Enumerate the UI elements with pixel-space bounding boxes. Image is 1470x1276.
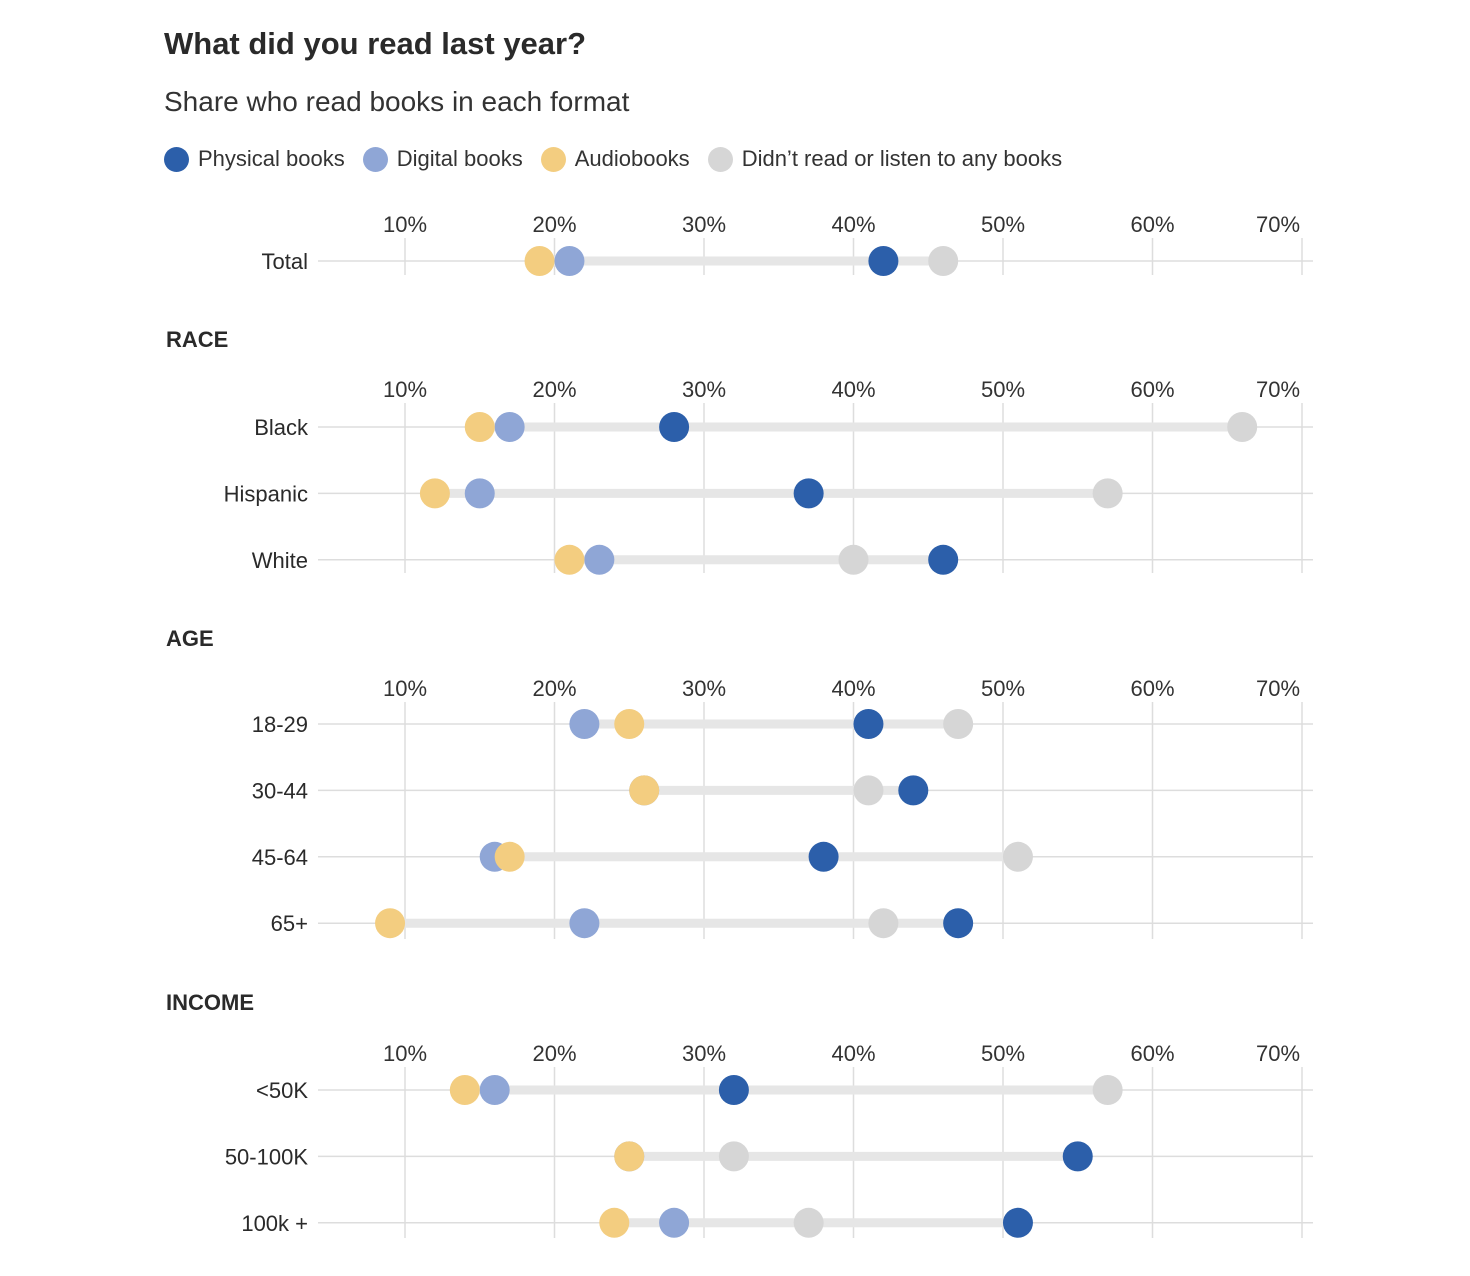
x-tick-label: 70% [1256, 1041, 1300, 1066]
dot-physical-black [659, 412, 690, 442]
dot-none-65- [868, 908, 899, 939]
x-tick-label: 70% [1256, 377, 1300, 402]
dot-physical-65- [943, 908, 974, 939]
dot-digital-black [494, 412, 525, 442]
x-tick-label: 30% [682, 377, 726, 402]
x-tick-label: 50% [981, 377, 1025, 402]
dot-none-45-64 [1002, 841, 1033, 872]
legend-swatch-none [707, 146, 733, 172]
x-tick-label: 30% [682, 1041, 726, 1066]
dot-digital-hispanic [464, 478, 495, 509]
x-tick-label: 60% [1130, 676, 1174, 701]
row-label: White [252, 548, 308, 573]
legend-item-physical: Physical books [164, 146, 345, 172]
dot-none-18-29 [943, 709, 974, 739]
dot-digital-total [554, 246, 585, 276]
dot-digital-100k- [659, 1207, 690, 1238]
dot-physical-100k- [1002, 1207, 1033, 1238]
legend-item-none: Didn’t read or listen to any books [707, 146, 1063, 172]
dot-none-black [1227, 412, 1258, 442]
dot-none-30-44 [853, 775, 884, 806]
x-tick-label: 20% [532, 212, 576, 237]
x-tick-label: 40% [831, 212, 875, 237]
row-label: 30-44 [252, 778, 308, 803]
dot-audio-100k- [599, 1207, 630, 1238]
dot-audio-65- [375, 908, 406, 939]
legend-label-none: Didn’t read or listen to any books [741, 146, 1063, 171]
legend-label-physical: Physical books [198, 146, 345, 171]
dot-physical-hispanic [793, 478, 824, 509]
x-tick-label: 30% [682, 676, 726, 701]
row-label: 18-29 [252, 712, 308, 737]
x-tick-label: 70% [1256, 212, 1300, 237]
row-label: 50-100K [225, 1144, 309, 1169]
dot-physical--50k [718, 1075, 749, 1105]
legend-swatch-physical [164, 146, 189, 172]
dot-none--50k [1092, 1075, 1123, 1105]
dot-audio-hispanic [419, 478, 450, 509]
row-label: 65+ [271, 911, 308, 936]
x-tick-label: 40% [831, 1041, 875, 1066]
x-tick-label: 30% [682, 212, 726, 237]
row-label: Total [262, 249, 308, 274]
x-tick-label: 20% [532, 377, 576, 402]
row-label: 100k + [241, 1211, 308, 1236]
x-tick-label: 60% [1130, 377, 1174, 402]
dot-audio-total [524, 246, 555, 276]
dot-physical-50-100k [1062, 1141, 1093, 1172]
dot-physical-30-44 [898, 775, 929, 806]
x-tick-label: 10% [383, 212, 427, 237]
legend-swatch-audio [540, 146, 566, 172]
dot-audio-white [554, 544, 585, 575]
row-label: <50K [256, 1078, 308, 1103]
legend-item-digital: Digital books [362, 146, 523, 172]
dot-audio-45-64 [494, 841, 525, 872]
x-tick-label: 20% [532, 676, 576, 701]
group-heading-race: RACE [166, 327, 228, 352]
group-heading-income: INCOME [166, 990, 254, 1015]
dot-digital-65- [569, 908, 600, 939]
dot-none-total [928, 246, 959, 276]
dot-physical-total [868, 246, 899, 276]
x-tick-label: 10% [383, 676, 427, 701]
x-tick-label: 60% [1130, 212, 1174, 237]
x-tick-label: 50% [981, 1041, 1025, 1066]
x-tick-label: 10% [383, 377, 427, 402]
dot-none-white [838, 544, 869, 575]
dot-audio-18-29 [614, 709, 645, 739]
dot-digital-white [584, 544, 615, 575]
x-tick-label: 70% [1256, 676, 1300, 701]
row-label: 45-64 [252, 845, 308, 870]
x-tick-label: 60% [1130, 1041, 1174, 1066]
row-label: Hispanic [224, 481, 308, 506]
dot-none-100k- [793, 1207, 824, 1238]
chart-title: What did you read last year? [164, 26, 587, 61]
dot-digital-18-29 [569, 709, 600, 739]
group-heading-age: AGE [166, 626, 214, 651]
row-label: Black [254, 415, 309, 440]
x-tick-label: 10% [383, 1041, 427, 1066]
dot-physical-white [928, 544, 959, 575]
x-tick-label: 20% [532, 1041, 576, 1066]
dot-digital--50k [479, 1075, 510, 1105]
x-tick-label: 40% [831, 377, 875, 402]
dot-audio-50-100k [614, 1141, 645, 1172]
legend-label-digital: Digital books [396, 146, 523, 171]
dot-none-50-100k [718, 1141, 749, 1172]
x-tick-label: 50% [981, 212, 1025, 237]
legend-label-audio: Audiobooks [574, 146, 690, 171]
legend: Physical books Digital books Audiobooks … [164, 146, 1080, 172]
chart-subtitle: Share who read books in each format [164, 86, 630, 117]
legend-swatch-digital [362, 146, 388, 172]
dot-physical-18-29 [853, 709, 884, 739]
dot-audio-30-44 [629, 775, 660, 806]
dot-audio--50k [449, 1075, 480, 1105]
x-tick-label: 50% [981, 676, 1025, 701]
dot-physical-45-64 [808, 841, 839, 872]
legend-item-audio: Audiobooks [540, 146, 690, 172]
x-tick-label: 40% [831, 676, 875, 701]
dot-audio-black [464, 412, 495, 442]
dot-none-hispanic [1092, 478, 1123, 509]
